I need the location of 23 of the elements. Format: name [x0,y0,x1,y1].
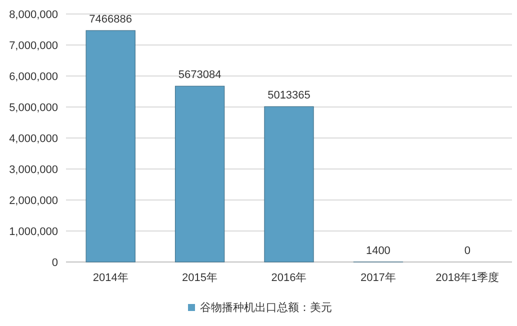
x-tick-label: 2016年 [271,272,307,284]
y-tick-label: 3,000,000 [9,164,58,176]
bar [264,106,314,262]
data-label: 7466886 [89,14,132,26]
x-tick-label: 2015年 [182,272,218,284]
y-tick-label: 7,000,000 [9,40,58,52]
x-tick-label: 2017年 [360,272,396,284]
x-tick-label: 2014年 [92,272,128,284]
y-tick-label: 2,000,000 [9,195,58,207]
y-tick-label: 5,000,000 [9,102,58,114]
bar [86,30,136,262]
data-label: 5013365 [268,90,310,102]
bar [174,86,225,262]
data-label: 0 [464,245,470,257]
y-tick-label: 6,000,000 [9,71,58,83]
data-label: 5673084 [178,69,222,82]
y-tick-label: 4,000,000 [9,133,58,145]
data-label: 1400 [366,244,390,257]
x-tick-label: 2018年1季度 [436,271,500,284]
y-tick-label: 0 [52,257,58,269]
y-tick-label: 1,000,000 [9,226,58,238]
legend: 谷物播种机出口总额：美元 [188,302,332,314]
y-tick-label: 8,000,000 [9,9,58,21]
